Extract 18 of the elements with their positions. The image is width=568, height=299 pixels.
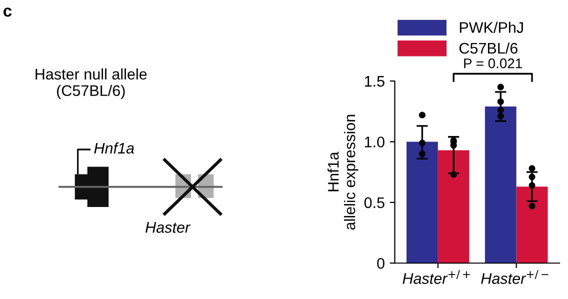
bar <box>516 186 548 264</box>
bar <box>438 150 470 264</box>
bar <box>484 106 516 264</box>
legend-label: C57BL/6 <box>459 42 518 54</box>
y-tick-label: 1.0 <box>364 136 384 148</box>
text: c <box>3 8 12 17</box>
text: Haster null allele (C57BL/6) <box>36 68 147 100</box>
legend-label: PWK/PhJ <box>460 22 523 33</box>
text: Hnf1a <box>94 142 134 154</box>
y-tick-label: 0 <box>377 258 384 269</box>
text: P = 0.021 <box>464 58 522 68</box>
y-tick-label: 0.5 <box>364 197 384 208</box>
y-axis-title: Hnf1a allelic expression <box>328 114 358 230</box>
bar <box>406 142 438 264</box>
x-tick-label: Haster$^{+/−}$ <box>481 270 548 284</box>
text: Haster <box>146 222 191 233</box>
y-tick-label: 1.5 <box>364 76 384 87</box>
x-tick-label: Haster$^{+/+}$ <box>402 270 470 284</box>
